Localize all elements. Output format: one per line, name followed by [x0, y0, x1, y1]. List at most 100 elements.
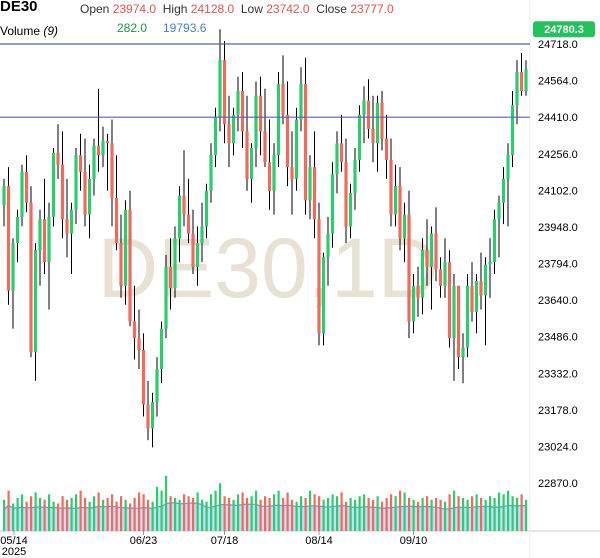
volume-bar — [322, 499, 325, 531]
candle-body — [402, 214, 407, 239]
candle — [402, 202, 407, 263]
price-tick-label: 24718.0 — [538, 39, 578, 51]
candle-body — [254, 95, 258, 149]
candle-body — [20, 171, 24, 217]
volume-bar — [223, 496, 226, 531]
time-axis[interactable]: 05/14 06/23 07/18 08/14 09/10 2025 — [0, 531, 427, 558]
time-tick-label: 06/23 — [130, 535, 158, 547]
candle — [483, 257, 488, 346]
candle-body — [177, 195, 182, 239]
candle-body — [137, 338, 141, 350]
candle — [191, 209, 195, 274]
candle-body — [240, 91, 245, 132]
price-axis[interactable]: 24718.0 24564.0 24410.0 24256.0 24102.0 23948… — [533, 21, 595, 490]
candle-body — [483, 264, 488, 296]
candle-body — [15, 216, 20, 243]
candle — [11, 238, 15, 329]
candle — [524, 60, 528, 96]
candle-body — [200, 226, 204, 243]
candle-body — [164, 266, 168, 329]
candle-body — [263, 131, 267, 163]
candle-body — [371, 129, 375, 144]
candle — [74, 148, 78, 225]
candle — [438, 257, 443, 298]
candle — [258, 76, 263, 156]
candle — [159, 321, 164, 384]
candle-body — [74, 155, 78, 210]
candle-body — [2, 186, 6, 206]
volume-bar — [498, 492, 501, 531]
volume-bar — [129, 503, 132, 531]
candle-body — [123, 209, 128, 286]
candle-body — [339, 143, 344, 163]
volume-bar — [21, 494, 24, 531]
volume-period: (9) — [43, 24, 59, 38]
candle — [15, 209, 20, 263]
candle-body — [87, 178, 92, 215]
candle — [150, 392, 155, 448]
candle — [420, 238, 425, 315]
volume-bar — [75, 494, 78, 531]
candle-body — [267, 162, 272, 191]
candle-body — [407, 214, 411, 322]
candle — [330, 162, 335, 248]
volume-bar — [241, 492, 244, 531]
candle — [398, 167, 402, 251]
open-label: Open — [80, 2, 110, 16]
candle — [6, 167, 11, 305]
volume-bar — [196, 492, 199, 531]
candle-body — [276, 83, 281, 156]
volume-bar — [192, 498, 195, 531]
volume-bar — [214, 490, 217, 531]
candle — [146, 380, 150, 441]
candle — [357, 105, 362, 172]
candle — [137, 309, 141, 369]
candle — [24, 155, 29, 213]
candle — [177, 186, 182, 263]
candle-body — [353, 159, 357, 194]
candle — [33, 243, 38, 381]
candle — [51, 148, 56, 227]
volume-bar — [16, 498, 19, 531]
volume-bar — [408, 498, 411, 531]
volume-bar — [156, 487, 159, 531]
volume-bar — [183, 494, 186, 531]
candle-body — [429, 233, 434, 267]
candle — [114, 155, 119, 251]
candle-body — [321, 257, 326, 334]
candle — [443, 238, 447, 298]
candle — [465, 274, 470, 358]
volume-bar — [430, 499, 433, 531]
volume-pane — [3, 476, 528, 531]
candle — [497, 195, 501, 258]
low-value: 23742.0 — [266, 2, 310, 16]
candle-body — [141, 350, 146, 405]
volume-bar — [345, 501, 348, 531]
candle — [326, 216, 330, 286]
volume-bar — [448, 494, 451, 531]
volume-bar — [511, 496, 514, 531]
volume-bar — [84, 498, 87, 531]
candle-body — [249, 148, 254, 179]
candle — [267, 119, 272, 210]
horizontal-lines[interactable] — [0, 43, 530, 118]
candle-body — [389, 159, 393, 215]
price-tick-label: 23178.0 — [538, 405, 578, 417]
candle-body — [384, 138, 389, 160]
volume-bar — [111, 494, 114, 531]
volume-bar — [349, 498, 352, 531]
candle — [366, 79, 371, 139]
volume-bar — [484, 499, 487, 531]
volume-bar — [394, 496, 397, 531]
candle-body — [506, 155, 510, 179]
candle-body — [101, 140, 105, 156]
candle-body — [182, 195, 186, 215]
candle-body — [195, 243, 200, 267]
volume-bar — [219, 483, 222, 531]
volume-bar — [295, 501, 298, 531]
candle — [506, 143, 510, 227]
candle — [105, 133, 110, 191]
candle-body — [510, 105, 515, 156]
volume-bar — [61, 496, 64, 531]
